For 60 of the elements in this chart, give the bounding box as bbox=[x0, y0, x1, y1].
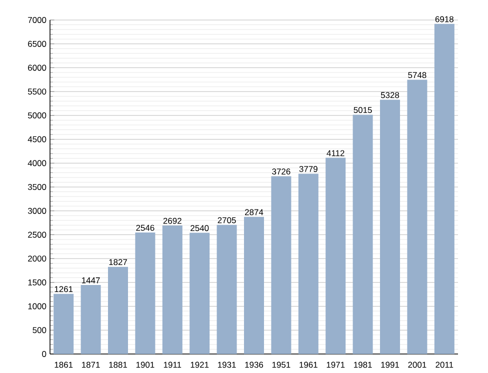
x-tick-label: 1901 bbox=[136, 362, 154, 368]
x-tick-label: 1951 bbox=[272, 362, 290, 368]
bar bbox=[407, 80, 428, 354]
data-label: 6918 bbox=[435, 16, 454, 22]
x-tick-label: 1871 bbox=[82, 362, 100, 368]
bar bbox=[108, 266, 128, 354]
data-label: 3779 bbox=[299, 166, 318, 172]
bar bbox=[352, 114, 373, 354]
x-tick-label: 1971 bbox=[326, 362, 345, 368]
x-tick-label: 1961 bbox=[300, 362, 318, 368]
data-label: 1261 bbox=[54, 286, 73, 292]
data-label: 1827 bbox=[109, 259, 127, 266]
bar bbox=[54, 294, 74, 354]
y-tick-label: 4000 bbox=[28, 160, 46, 166]
data-label: 4112 bbox=[326, 150, 344, 156]
x-tick-label: 1981 bbox=[354, 362, 372, 368]
y-tick-label: 4500 bbox=[28, 136, 46, 142]
bar bbox=[434, 24, 454, 354]
data-label: 5748 bbox=[408, 72, 426, 78]
data-label: 5328 bbox=[380, 92, 400, 98]
y-tick-label: 500 bbox=[32, 327, 46, 334]
y-tick-label: 5000 bbox=[28, 112, 46, 118]
bar bbox=[135, 232, 156, 354]
bar bbox=[80, 284, 101, 354]
y-tick-label: 3500 bbox=[28, 184, 46, 190]
y-tick-label: 7000 bbox=[28, 17, 46, 23]
y-tick-label: 6500 bbox=[28, 40, 46, 47]
y-tick-label: 1500 bbox=[28, 279, 46, 286]
x-tick-label: 2001 bbox=[408, 362, 426, 368]
data-label: 2546 bbox=[136, 224, 154, 231]
y-tick-label: 0 bbox=[42, 351, 46, 357]
data-label: 1447 bbox=[82, 277, 100, 284]
bar bbox=[162, 226, 182, 354]
x-tick-label: 1936 bbox=[245, 362, 264, 368]
y-tick-label: 6000 bbox=[28, 64, 46, 71]
x-tick-label: 1991 bbox=[381, 362, 400, 368]
data-label: 5015 bbox=[354, 107, 372, 114]
x-tick-label: 2011 bbox=[436, 362, 454, 368]
bar bbox=[190, 232, 210, 354]
data-label: 2705 bbox=[218, 217, 236, 224]
data-label: 2692 bbox=[163, 218, 182, 224]
y-tick-label: 2000 bbox=[28, 256, 46, 262]
y-tick-label: 5500 bbox=[28, 88, 46, 95]
x-tick-label: 1861 bbox=[54, 362, 73, 368]
data-label: 2540 bbox=[190, 225, 209, 232]
bar bbox=[380, 100, 400, 354]
bar bbox=[326, 158, 346, 354]
bar bbox=[271, 176, 292, 354]
y-tick-label: 3000 bbox=[28, 208, 46, 214]
y-tick-label: 2500 bbox=[28, 232, 46, 238]
x-tick-label: 1911 bbox=[164, 362, 182, 368]
bar bbox=[216, 224, 237, 354]
x-tick-label: 1931 bbox=[218, 362, 236, 368]
y-tick-label: 1000 bbox=[28, 303, 46, 310]
bar bbox=[298, 174, 318, 354]
x-tick-label: 1921 bbox=[190, 362, 209, 368]
x-tick-label: 1881 bbox=[109, 362, 128, 368]
bar bbox=[244, 216, 264, 354]
data-label: 2874 bbox=[245, 209, 264, 216]
data-label: 3726 bbox=[272, 168, 290, 175]
